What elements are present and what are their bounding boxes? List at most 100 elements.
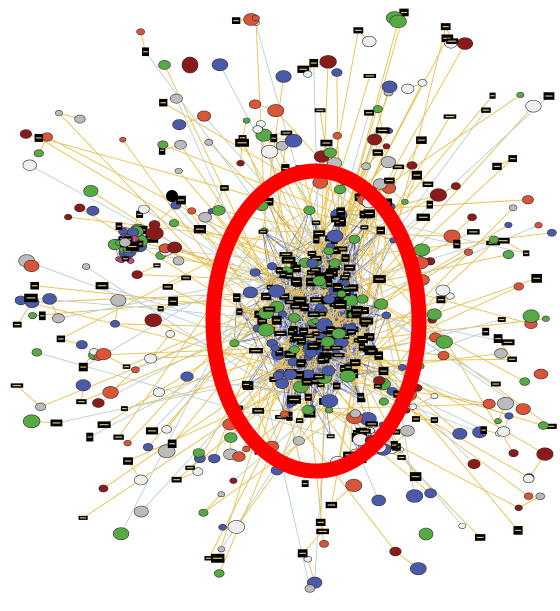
node-label [393, 431, 399, 433]
edge [124, 362, 301, 410]
node [315, 303, 325, 311]
node-label [317, 521, 324, 523]
edge [32, 289, 347, 303]
node [497, 397, 514, 411]
node-label [310, 62, 317, 64]
node-label [12, 384, 22, 387]
node-label [394, 393, 399, 395]
node [110, 294, 127, 307]
node [319, 540, 329, 548]
node [373, 376, 386, 386]
edge [122, 139, 279, 355]
node-label [314, 333, 319, 335]
node [516, 91, 525, 99]
edge [365, 145, 387, 167]
node [288, 313, 301, 323]
node-label [368, 350, 375, 352]
edge [234, 342, 396, 552]
node [523, 492, 534, 500]
node-label [115, 436, 123, 438]
node [76, 340, 88, 350]
node [496, 426, 511, 437]
node [158, 60, 171, 70]
node [22, 414, 41, 429]
node [232, 451, 246, 462]
node [92, 398, 105, 408]
node-label [335, 303, 345, 306]
node-label [418, 216, 428, 218]
node [157, 444, 176, 459]
node-label [524, 252, 529, 254]
node [336, 290, 347, 298]
node [541, 315, 550, 322]
edge [293, 12, 405, 404]
node-label [160, 102, 167, 104]
node [522, 474, 535, 484]
node [131, 366, 140, 374]
node [409, 562, 427, 576]
node-label [237, 142, 247, 144]
node [522, 195, 534, 205]
node-label [476, 536, 484, 539]
node-label [300, 330, 307, 333]
node-label [323, 347, 332, 349]
node [536, 447, 554, 461]
node-label [282, 167, 289, 170]
node [458, 522, 467, 529]
node-label [213, 557, 223, 559]
node [33, 149, 44, 158]
node [248, 99, 262, 109]
node-label [375, 355, 382, 357]
node-label [158, 308, 163, 310]
edge [341, 318, 546, 343]
node [304, 584, 316, 593]
node [331, 328, 346, 340]
node-label [312, 257, 320, 260]
node-label [385, 180, 393, 182]
node [463, 248, 474, 256]
node [535, 492, 545, 501]
node [323, 246, 335, 256]
node-label [327, 329, 334, 331]
node [138, 204, 150, 214]
node [112, 527, 130, 541]
node-label [448, 40, 457, 42]
node [418, 527, 434, 541]
node-label [26, 297, 36, 299]
node-label [273, 319, 281, 321]
node-label [99, 424, 109, 426]
node [172, 256, 185, 266]
node-label [265, 308, 274, 310]
node [98, 484, 109, 493]
node [323, 147, 337, 158]
node [400, 425, 415, 437]
node-label [469, 231, 478, 233]
node-label [334, 385, 340, 387]
node [332, 131, 343, 140]
edge [392, 26, 447, 241]
node [504, 221, 513, 229]
node-label [315, 376, 323, 378]
node [508, 204, 518, 212]
node-label [326, 274, 333, 276]
node [326, 229, 344, 243]
node [443, 229, 461, 243]
edge [246, 362, 356, 450]
node-label [294, 267, 300, 270]
node-label [353, 309, 362, 311]
node-label [237, 311, 242, 313]
edge [217, 300, 301, 559]
node-label [299, 552, 306, 554]
node [144, 353, 158, 364]
node-label [31, 285, 38, 287]
node [110, 319, 120, 328]
node-label [493, 165, 501, 167]
node-label [318, 530, 327, 533]
node [374, 298, 389, 310]
node-label [262, 295, 270, 298]
node [457, 37, 474, 50]
node-label [443, 37, 452, 39]
node-label [258, 320, 266, 322]
node [267, 104, 285, 118]
node-label [284, 259, 294, 261]
